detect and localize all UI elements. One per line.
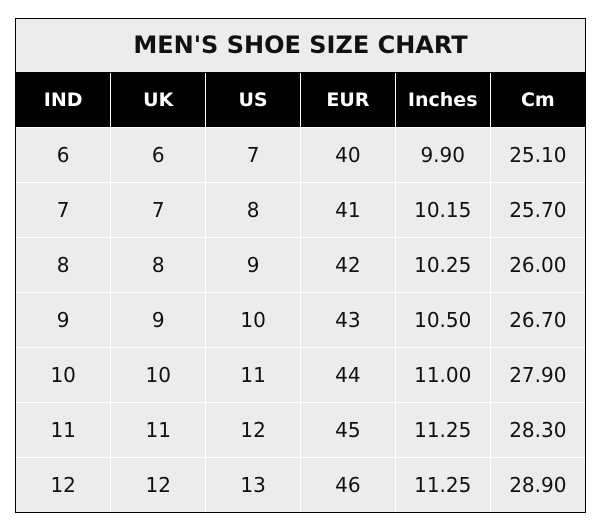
- table-row: 7 7 8 41 10.15 25.70: [16, 182, 585, 238]
- cell-ind: 9: [16, 292, 111, 348]
- cell-uk: 9: [110, 292, 206, 348]
- cell-inches: 11.25: [394, 402, 491, 458]
- cell-us: 12: [205, 402, 301, 458]
- cell-uk: 12: [110, 457, 206, 512]
- table-row: 8 8 9 42 10.25 26.00: [16, 237, 585, 293]
- table-row: 6 6 7 40 9.90 25.10: [16, 127, 585, 183]
- cell-cm: 28.90: [489, 457, 585, 512]
- cell-eur: 40: [299, 127, 396, 183]
- cell-eur: 45: [299, 402, 396, 458]
- cell-cm: 27.90: [489, 347, 585, 403]
- cell-ind: 12: [16, 457, 111, 512]
- column-header-ind: IND: [16, 73, 111, 128]
- cell-ind: 10: [16, 347, 111, 403]
- size-chart: MEN'S SHOE SIZE CHART IND UK US EUR Inches Cm…: [15, 18, 586, 513]
- cell-inches: 9.90: [394, 127, 491, 183]
- cell-inches: 10.50: [394, 292, 491, 348]
- size-table: IND UK US EUR Inches Cm 6 6 7 40 9.90 25.10 7 7 8 41 10…: [16, 73, 585, 512]
- column-header-inches: Inches: [394, 73, 491, 128]
- cell-ind: 8: [16, 237, 111, 293]
- table-row: 11 11 12 45 11.25 28.30: [16, 402, 585, 458]
- cell-cm: 26.00: [489, 237, 585, 293]
- cell-ind: 6: [16, 127, 111, 183]
- cell-inches: 10.25: [394, 237, 491, 293]
- cell-ind: 11: [16, 402, 111, 458]
- cell-eur: 41: [299, 182, 396, 238]
- header-row: IND UK US EUR Inches Cm: [16, 73, 585, 128]
- column-header-uk: UK: [110, 73, 206, 128]
- chart-title: MEN'S SHOE SIZE CHART: [16, 19, 585, 73]
- cell-cm: 25.70: [489, 182, 585, 238]
- cell-us: 9: [205, 237, 301, 293]
- column-header-cm: Cm: [489, 73, 585, 128]
- cell-eur: 46: [299, 457, 396, 512]
- cell-ind: 7: [16, 182, 111, 238]
- cell-us: 13: [205, 457, 301, 512]
- cell-inches: 11.00: [394, 347, 491, 403]
- cell-us: 7: [205, 127, 301, 183]
- column-header-us: US: [205, 73, 301, 128]
- cell-cm: 25.10: [489, 127, 585, 183]
- cell-eur: 42: [299, 237, 396, 293]
- cell-cm: 26.70: [489, 292, 585, 348]
- cell-us: 10: [205, 292, 301, 348]
- cell-uk: 10: [110, 347, 206, 403]
- cell-inches: 11.25: [394, 457, 491, 512]
- table-row: 10 10 11 44 11.00 27.90: [16, 347, 585, 403]
- cell-uk: 6: [110, 127, 206, 183]
- cell-cm: 28.30: [489, 402, 585, 458]
- cell-inches: 10.15: [394, 182, 491, 238]
- cell-us: 11: [205, 347, 301, 403]
- cell-uk: 7: [110, 182, 206, 238]
- cell-us: 8: [205, 182, 301, 238]
- table-row: 12 12 13 46 11.25 28.90: [16, 457, 585, 512]
- column-header-eur: EUR: [299, 73, 396, 128]
- cell-uk: 11: [110, 402, 206, 458]
- table-row: 9 9 10 43 10.50 26.70: [16, 292, 585, 348]
- cell-eur: 44: [299, 347, 396, 403]
- cell-eur: 43: [299, 292, 396, 348]
- cell-uk: 8: [110, 237, 206, 293]
